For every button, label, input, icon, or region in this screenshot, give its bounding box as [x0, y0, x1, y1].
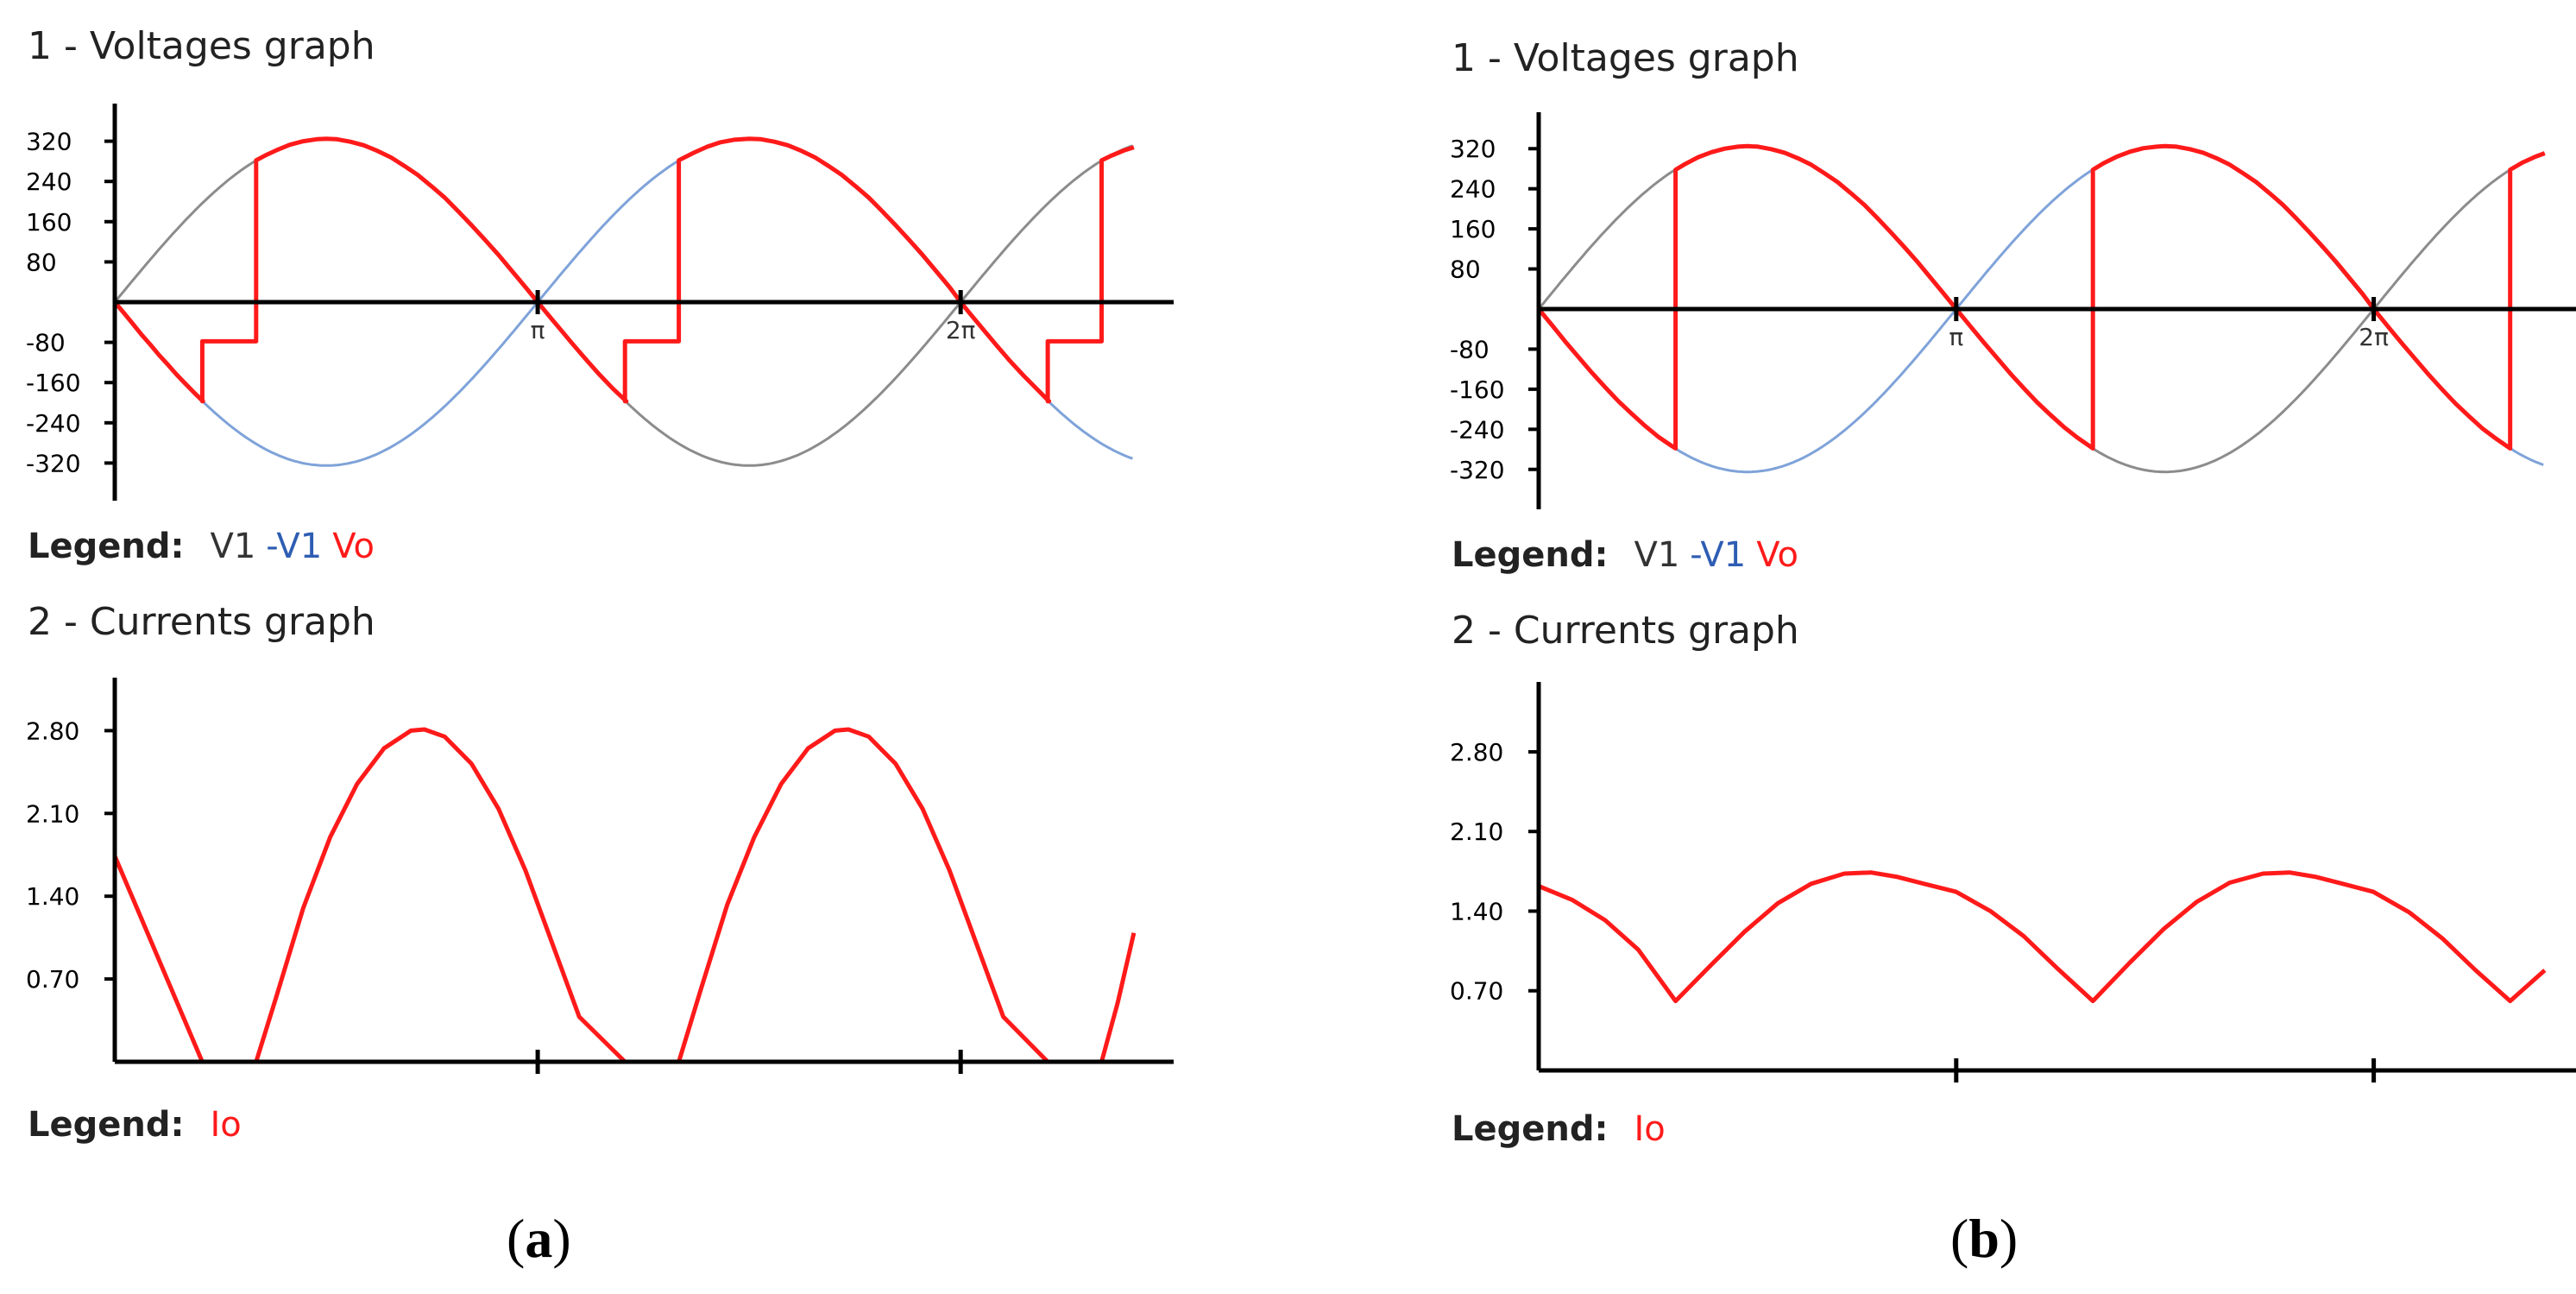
legend-item-v1: V1 — [210, 527, 256, 566]
x-tick-label: 2π — [946, 316, 976, 344]
voltages-legend: Legend: V1 -V1 Vo — [1452, 535, 1809, 575]
currents-legend: Legend: Io — [28, 1105, 252, 1145]
currents-legend: Legend: Io — [1452, 1109, 1676, 1149]
y-tick-label: 240 — [26, 167, 72, 196]
x-tick-label: 2π — [2359, 323, 2389, 351]
y-tick-label: -320 — [1450, 456, 1505, 484]
panel-caption: (a) — [507, 1208, 571, 1269]
legend-item-io: Io — [1634, 1109, 1666, 1149]
legend-label: Legend: — [28, 1105, 185, 1145]
voltages-plot: -320 -240 -160 -80 80 160 240 320 π 2π — [1450, 112, 2576, 509]
legend-item-v1: V1 — [1634, 535, 1680, 575]
legend-item-minus-v1: -V1 — [266, 527, 323, 566]
legend-item-vo: Vo — [332, 527, 375, 566]
y-tick-label: -160 — [1450, 376, 1505, 404]
legend-item-io: Io — [210, 1105, 242, 1145]
y-tick-label: 320 — [26, 128, 72, 156]
currents-plot: 0.70 1.40 2.10 2.80 — [26, 678, 1174, 1074]
panel-caption: (b) — [1950, 1208, 2019, 1269]
series-vo — [1537, 143, 2546, 451]
x-tick-label: π — [531, 316, 545, 344]
y-tick-label: 160 — [1450, 215, 1496, 243]
y-tick-label: -240 — [26, 409, 81, 438]
y-tick-label: 2.80 — [1450, 738, 1503, 767]
y-tick-label: 80 — [1450, 256, 1481, 284]
y-tick-label: -240 — [1450, 415, 1505, 444]
legend-label: Legend: — [28, 527, 185, 566]
y-tick-label: 0.70 — [26, 965, 79, 994]
y-tick-label: 2.10 — [1450, 817, 1503, 846]
y-tick-label: 80 — [26, 248, 57, 276]
y-tick-label: -320 — [26, 449, 81, 477]
legend-label: Legend: — [1452, 535, 1609, 575]
y-tick-label: -80 — [1450, 335, 1490, 363]
voltages-graph-title: 1 - Voltages graph — [1452, 36, 1799, 80]
legend-label: Legend: — [1452, 1109, 1609, 1149]
legend-item-minus-v1: -V1 — [1690, 535, 1747, 575]
x-tick-label: π — [1949, 323, 1963, 351]
y-tick-label: -160 — [26, 369, 81, 397]
y-tick-label: 0.70 — [1450, 977, 1503, 1006]
panel-a: 1 - Voltages graph -320 -240 -160 -80 80 160 2… — [0, 0, 1260, 1294]
legend-item-vo: Vo — [1756, 535, 1798, 575]
y-tick-label: 1.40 — [1450, 897, 1503, 925]
series-vo — [113, 136, 1135, 404]
y-tick-label: 160 — [26, 208, 72, 237]
y-tick-label: -80 — [26, 329, 66, 357]
y-tick-label: 320 — [1450, 135, 1496, 163]
voltages-plot: -320 -240 -160 -80 80 160 240 320 π 2π — [26, 104, 1174, 501]
panel-b: 1 - Voltages graph -320 -240 -160 -80 80 160 2… — [1424, 0, 2576, 1294]
voltages-legend: Legend: V1 -V1 Vo — [28, 527, 385, 566]
currents-plot: 0.70 1.40 2.10 2.80 — [1450, 682, 2576, 1083]
series-io — [1538, 870, 2547, 1004]
currents-graph-title: 2 - Currents graph — [1452, 609, 1799, 653]
voltages-graph-title: 1 - Voltages graph — [28, 24, 375, 68]
y-tick-label: 1.40 — [26, 882, 79, 911]
y-tick-label: 2.80 — [26, 716, 79, 745]
currents-graph-title: 2 - Currents graph — [28, 600, 375, 644]
y-tick-label: 240 — [1450, 175, 1496, 204]
series-io — [112, 727, 1137, 1064]
y-tick-label: 2.10 — [26, 799, 79, 828]
